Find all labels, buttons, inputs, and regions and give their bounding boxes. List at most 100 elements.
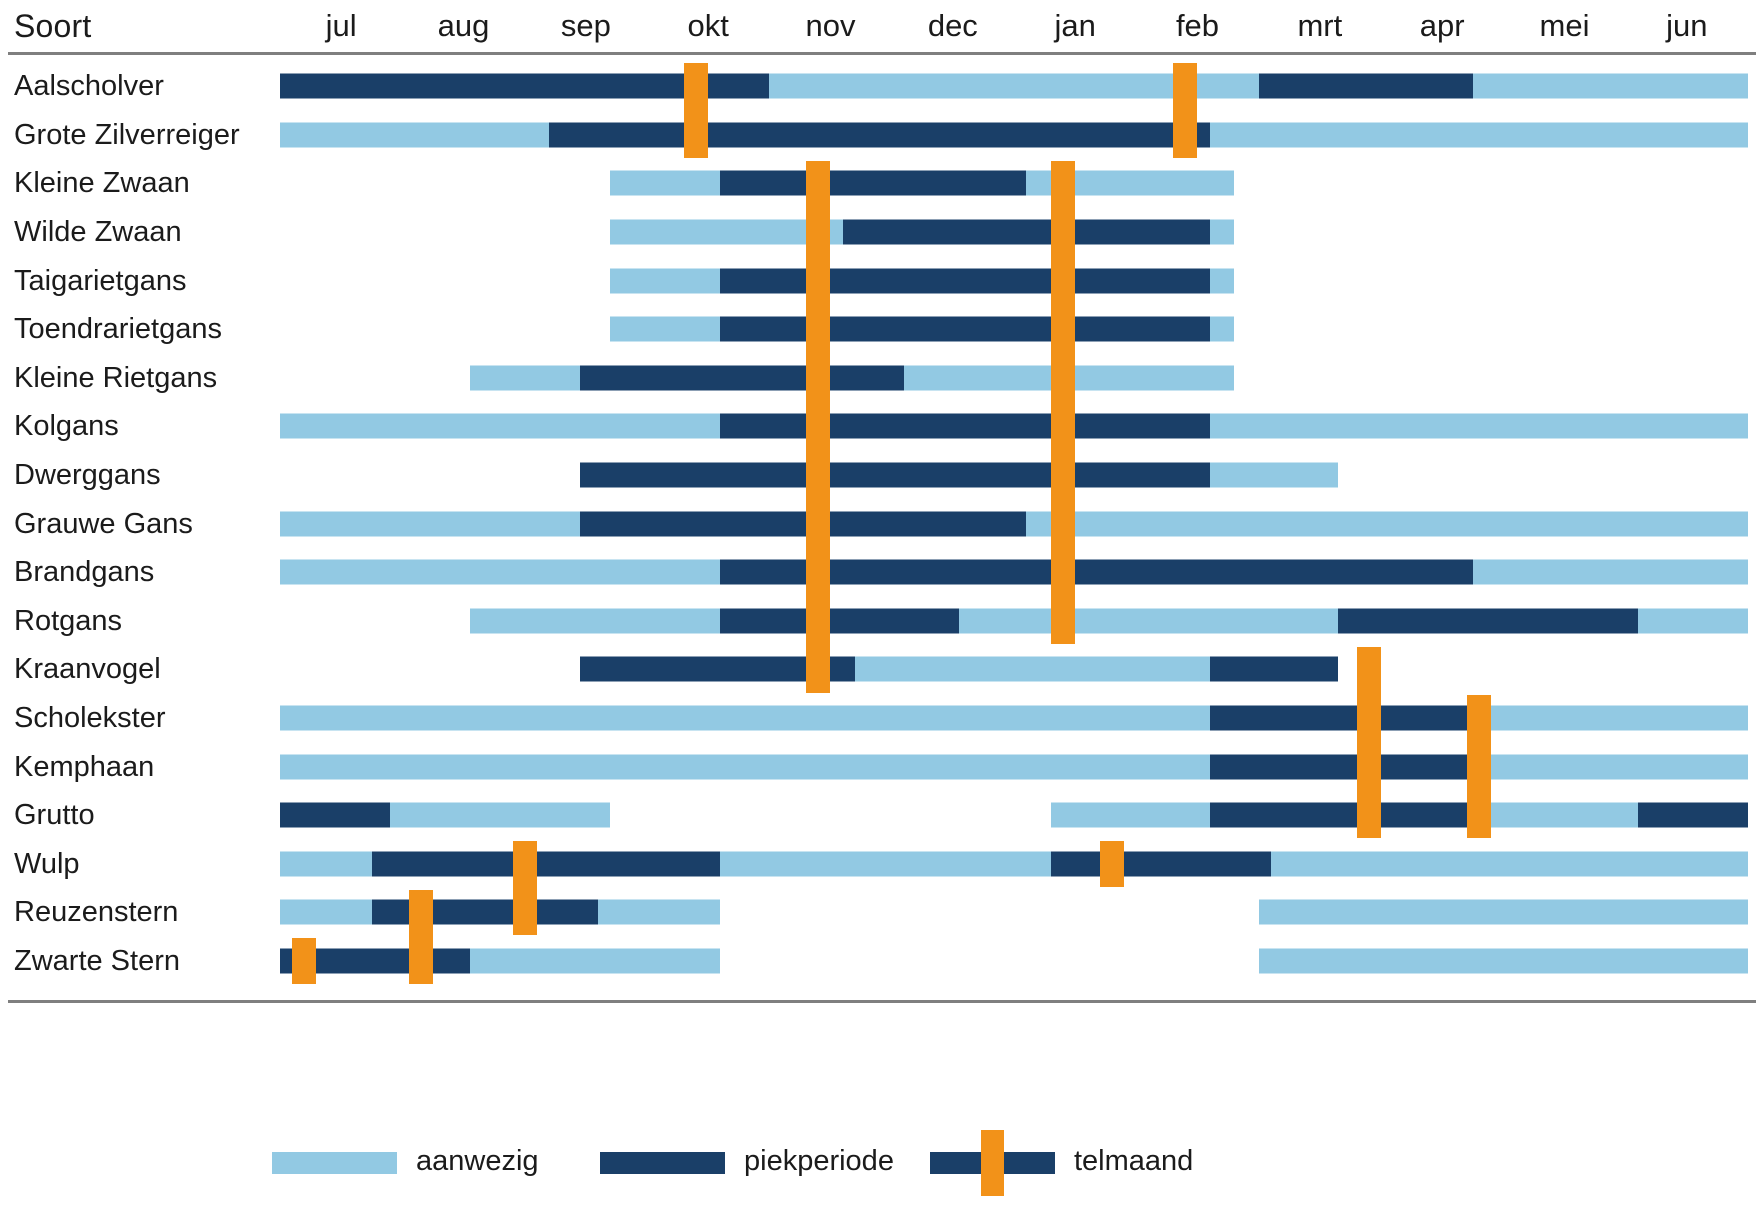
species-row[interactable]: Scholekster [0,694,1762,743]
species-row[interactable]: Kemphaan [0,742,1762,791]
month-label-mei: mei [1539,8,1590,43]
chart-legend: aanwezig piekperiode telmaand [0,1130,1762,1196]
species-timeline [280,694,1748,743]
legend-label: telmaand [1074,1145,1194,1177]
species-timeline [280,548,1748,597]
species-row[interactable]: Reuzenstern [0,888,1762,937]
species-row[interactable]: Grutto [0,791,1762,840]
species-timeline [280,305,1748,354]
month-label-jun: jun [1666,8,1708,43]
telmaand-marker [1173,63,1198,158]
species-timeline [280,791,1748,840]
peak-segment [720,170,1027,196]
species-timeline [280,645,1748,694]
present-segment [280,705,1748,731]
telmaand-marker [408,889,433,985]
telmaand-marker [1466,695,1491,839]
species-row[interactable]: Kolgans [0,402,1762,451]
peak-segment [579,365,904,391]
peak-segment [720,559,1473,585]
species-timeline [280,208,1748,257]
species-timeline [280,499,1748,548]
peak-segment [720,268,1210,294]
species-timeline [280,597,1748,646]
species-label: Grauwe Gans [14,507,193,540]
species-timeline [280,840,1748,889]
species-timeline [280,888,1748,937]
peak-segment [1209,656,1339,682]
species-row[interactable]: Kleine Zwaan [0,159,1762,208]
chart-header: Soort jul aug sep okt nov dec jan feb mrt apr mei j… [0,0,1762,55]
peak-segment [720,608,959,634]
species-row[interactable]: Aalscholver [0,62,1762,111]
species-label: Toendrarietgans [14,313,222,346]
page-title: Soort [14,8,92,44]
species-row[interactable]: Grote Zilverreiger [0,111,1762,160]
species-row[interactable]: Brandgans [0,548,1762,597]
peak-segment [1637,802,1748,828]
species-timeline [280,111,1748,160]
legend-label: piekperiode [744,1145,894,1177]
species-row[interactable]: Grauwe Gans [0,499,1762,548]
species-timeline [280,354,1748,403]
peak-segment [280,802,391,828]
species-timeline [280,402,1748,451]
species-row[interactable]: Zwarte Stern [0,937,1762,986]
peak-segment [1050,851,1271,877]
peak-segment [549,122,1210,148]
peak-segment [579,462,1210,488]
species-timeline [280,451,1748,500]
legend-swatch-present [272,1152,397,1174]
species-label: Dwerggans [14,459,161,492]
peak-segment [371,899,599,925]
footer-divider [8,1000,1756,1003]
month-label-apr: apr [1419,8,1465,43]
species-label: Grote Zilverreiger [14,118,240,151]
peak-segment [720,316,1210,342]
telmaand-marker [512,840,537,936]
species-timeline [280,742,1748,791]
telmaand-marker [1356,646,1381,839]
species-timeline [280,937,1748,986]
peak-segment [1209,754,1473,780]
month-label-mrt: mrt [1297,8,1343,43]
legend-swatch-peak [600,1152,725,1174]
species-row[interactable]: Kraanvogel [0,645,1762,694]
species-label: Wulp [14,847,80,880]
present-segment [1258,899,1748,925]
month-label-sep: sep [560,8,611,43]
species-row[interactable]: Wilde Zwaan [0,208,1762,257]
species-row[interactable]: Wulp [0,840,1762,889]
species-label: Brandgans [14,556,155,589]
species-row[interactable]: Taigarietgans [0,256,1762,305]
month-label-jul: jul [325,8,357,43]
species-label: Kolgans [14,410,119,443]
month-label-dec: dec [927,8,978,43]
species-label: Grutto [14,799,95,832]
species-label: Scholekster [14,702,166,735]
species-label: Zwarte Stern [14,945,180,978]
telmaand-marker [1099,840,1124,887]
peak-segment [720,413,1210,439]
peak-segment [842,219,1210,245]
legend-telmaand-tick [981,1130,1004,1196]
peak-segment [371,851,721,877]
species-row[interactable]: Rotgans [0,597,1762,646]
header-divider [8,52,1756,55]
month-label-nov: nov [805,8,856,43]
species-row[interactable]: Toendrarietgans [0,305,1762,354]
species-row[interactable]: Dwerggans [0,451,1762,500]
species-timeline [280,159,1748,208]
species-label: Taigarietgans [14,264,187,297]
species-row[interactable]: Kleine Rietgans [0,354,1762,403]
peak-segment [1338,608,1638,634]
species-label: Kraanvogel [14,653,161,686]
legend-swatch-telmaand [930,1130,1055,1196]
species-label: Kemphaan [14,750,155,783]
species-label: Aalscholver [14,70,164,103]
telmaand-marker [683,63,708,158]
peak-segment [1209,802,1473,828]
telmaand-marker [292,938,317,985]
peak-segment [1209,705,1473,731]
peak-segment [1258,73,1473,99]
